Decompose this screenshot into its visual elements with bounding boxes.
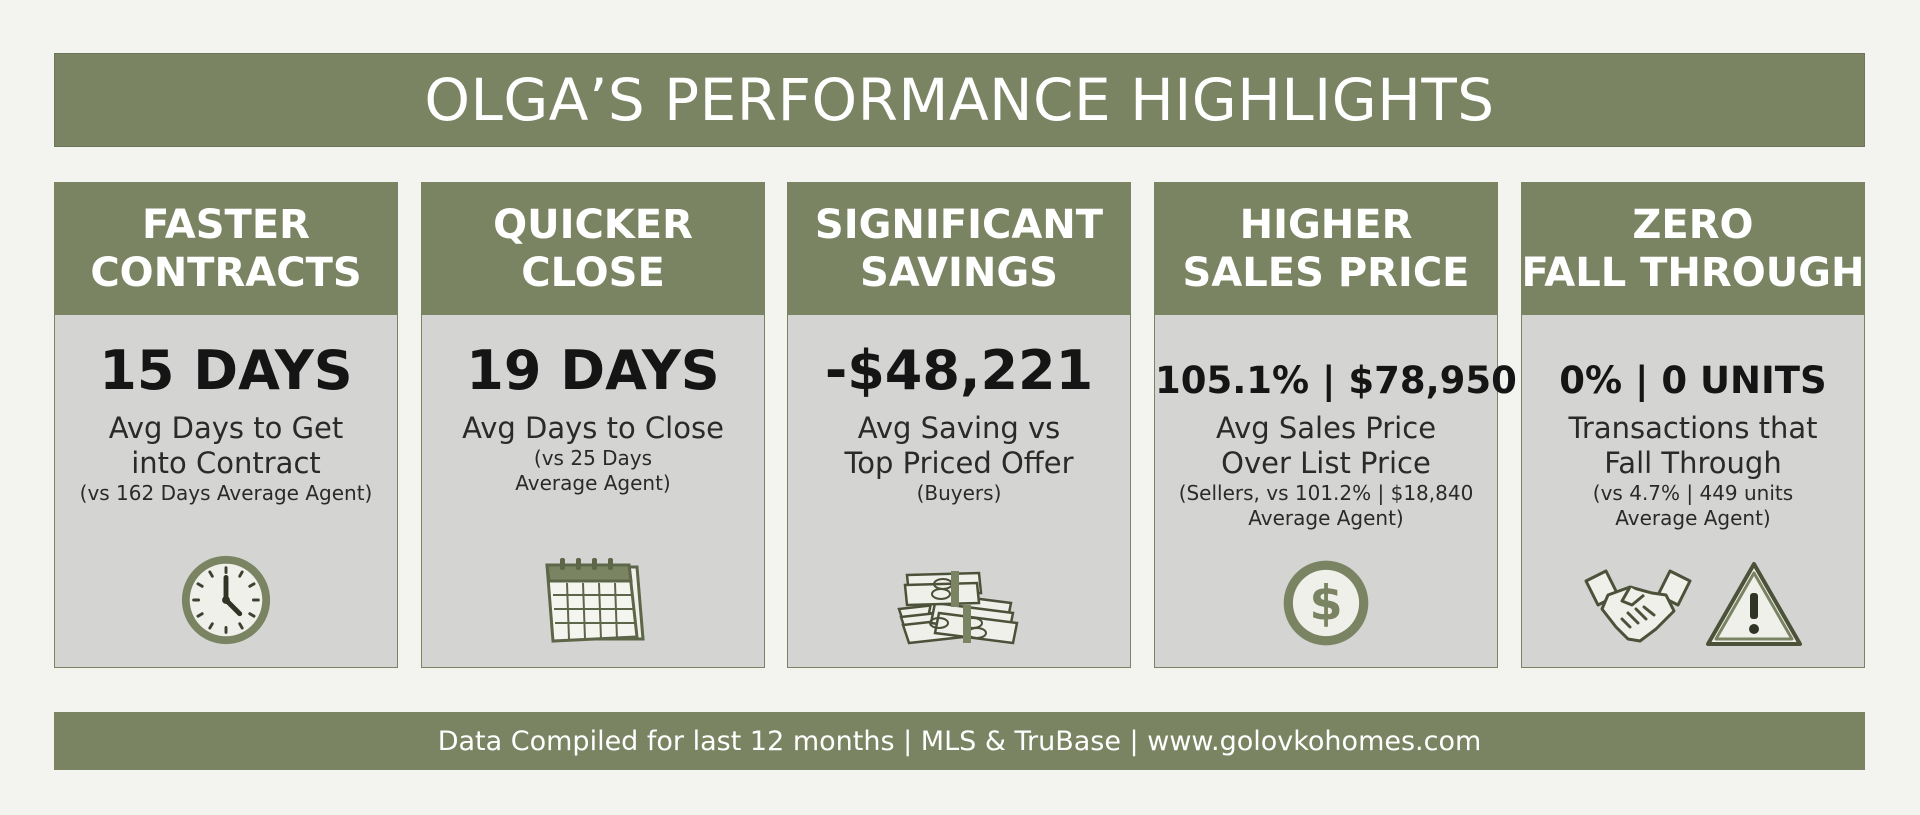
comparison-note: (vs 162 Days Average Agent) (79, 481, 373, 505)
highlight-cards: FASTER CONTRACTS 15 DAYS Avg Days to Get… (54, 182, 1865, 668)
comparison-note: (vs 4.7% | 449 units (1592, 481, 1794, 505)
card-icon-area (788, 563, 1130, 649)
money-stack-icon (897, 571, 1019, 645)
card-title-line: ZERO (1632, 202, 1754, 248)
card-value: 15 DAYS (99, 339, 353, 402)
card-value: 105.1% | $78,950 (1155, 359, 1517, 402)
card-description: Avg Days to Get into Contract (vs 162 Da… (55, 411, 397, 506)
description-line: Fall Through (1604, 446, 1782, 480)
description-line: Over List Price (1221, 446, 1431, 480)
card-title-line: HIGHER (1239, 202, 1413, 248)
card-description: Transactions that Fall Through (vs 4.7% … (1522, 411, 1864, 531)
card-significant-savings: SIGNIFICANT SAVINGS -$48,221 Avg Saving … (787, 182, 1131, 668)
comparison-note: (vs 25 Days (533, 446, 653, 470)
card-faster-contracts: FASTER CONTRACTS 15 DAYS Avg Days to Get… (54, 182, 398, 668)
description-line: Avg Sales Price (1215, 411, 1437, 445)
card-title-line: FASTER (142, 202, 310, 248)
handshake-icon (1584, 569, 1692, 643)
card-icon-area: $ (1155, 557, 1497, 649)
card-title-line: SIGNIFICANT (814, 202, 1104, 248)
card-title-line: CLOSE (521, 250, 665, 296)
card-title-line: SALES PRICE (1182, 250, 1470, 296)
description-line: Top Priced Offer (844, 446, 1074, 480)
card-header: SIGNIFICANT SAVINGS (788, 183, 1130, 315)
card-header: HIGHER SALES PRICE (1155, 183, 1497, 315)
card-value: 19 DAYS (466, 339, 720, 402)
card-header: QUICKER CLOSE (422, 183, 764, 315)
card-description: Avg Days to Close (vs 25 Days Average Ag… (422, 411, 764, 496)
description-line: into Contract (131, 446, 321, 480)
page-title: OLGA’S PERFORMANCE HIGHLIGHTS (424, 66, 1495, 134)
comparison-note: Average Agent) (1615, 506, 1771, 530)
description-line: Avg Days to Get (108, 411, 344, 445)
card-header: ZERO FALL THROUGH (1522, 183, 1864, 315)
calendar-icon (545, 558, 645, 643)
card-body: 105.1% | $78,950 Avg Sales Price Over Li… (1155, 315, 1517, 669)
card-title-line: CONTRACTS (90, 250, 362, 296)
card-body: 0% | 0 UNITS Transactions that Fall Thro… (1522, 315, 1864, 669)
card-body: 19 DAYS Avg Days to Close (vs 25 Days Av… (422, 315, 764, 669)
description-line: Avg Saving vs (857, 411, 1061, 445)
dollar-coin-icon: $ (1283, 560, 1369, 646)
card-description: Avg Sales Price Over List Price (Sellers… (1155, 411, 1497, 531)
card-quicker-close: QUICKER CLOSE 19 DAYS Avg Days to Close … (421, 182, 765, 668)
title-banner: OLGA’S PERFORMANCE HIGHLIGHTS (54, 53, 1865, 147)
card-body: -$48,221 Avg Saving vs Top Priced Offer … (788, 315, 1130, 669)
comparison-note: (Buyers) (916, 481, 1002, 505)
card-title-line: QUICKER (493, 202, 693, 248)
comparison-note: (Sellers, vs 101.2% | $18,840 (1178, 481, 1474, 505)
card-value: -$48,221 (824, 339, 1094, 402)
card-zero-fall-through: ZERO FALL THROUGH 0% | 0 UNITS Transacti… (1521, 182, 1865, 668)
warning-icon (1706, 562, 1802, 646)
footer-text: Data Compiled for last 12 months | MLS &… (437, 725, 1482, 757)
svg-text:$: $ (1309, 577, 1342, 632)
card-body: 15 DAYS Avg Days to Get into Contract (v… (55, 315, 397, 669)
description-line: Avg Days to Close (462, 411, 724, 445)
comparison-note: Average Agent) (515, 471, 671, 495)
card-higher-sales-price: HIGHER SALES PRICE 105.1% | $78,950 Avg … (1154, 182, 1517, 669)
card-icon-area (422, 553, 764, 649)
footer-banner: Data Compiled for last 12 months | MLS &… (54, 712, 1865, 770)
card-header: FASTER CONTRACTS (55, 183, 397, 315)
card-title-line: FALL THROUGH (1521, 250, 1865, 296)
card-title-line: SAVINGS (859, 250, 1058, 296)
card-description: Avg Saving vs Top Priced Offer (Buyers) (788, 411, 1130, 506)
card-icon-area (55, 551, 397, 649)
card-value: 0% | 0 UNITS (1559, 359, 1827, 402)
card-icon-area (1522, 559, 1864, 649)
comparison-note: Average Agent) (1248, 506, 1404, 530)
description-line: Transactions that (1568, 411, 1818, 445)
clock-icon (181, 555, 271, 645)
